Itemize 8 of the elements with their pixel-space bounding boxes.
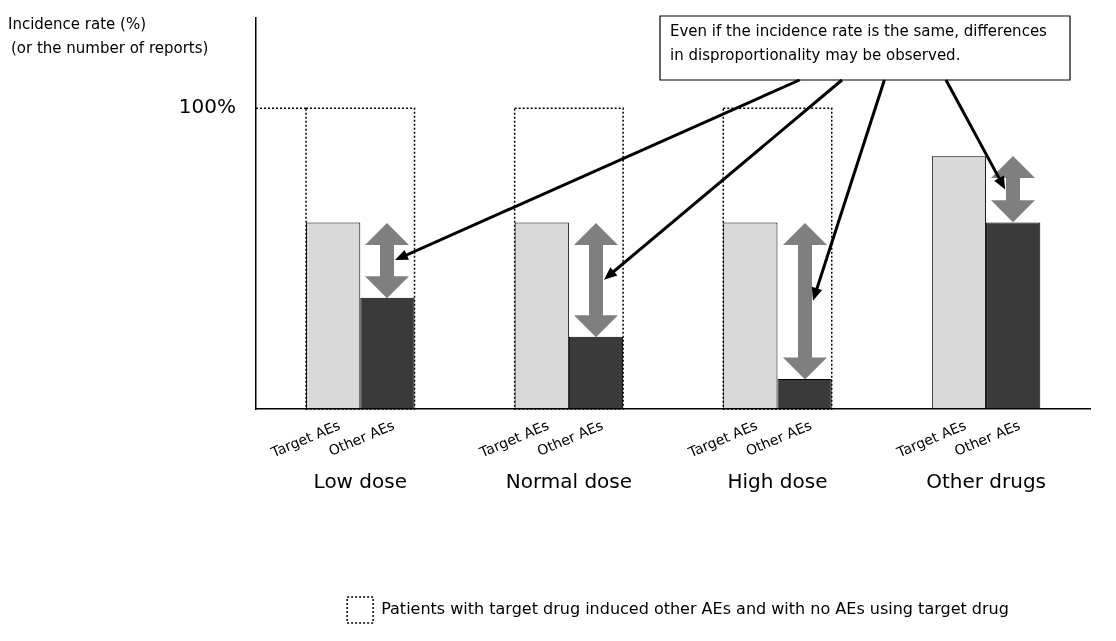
- x-tick-label: Normal dose: [505, 469, 633, 494]
- x-tick-label: High dose: [727, 469, 828, 494]
- y-axis-title: Incidence rate (%) (or the number of reports): [8, 15, 209, 58]
- x-tick-label: Low dose: [313, 469, 407, 494]
- legend-label: Patients with target drug induced other AEs and with no AEs using target drug: [381, 599, 1009, 619]
- text: Even if the incidence rate is the same, differences in disproportionality may be observed.: [670, 22, 1048, 65]
- x-tick-label: Other drugs: [926, 469, 1046, 494]
- ref-line-label: 100%: [178, 94, 236, 119]
